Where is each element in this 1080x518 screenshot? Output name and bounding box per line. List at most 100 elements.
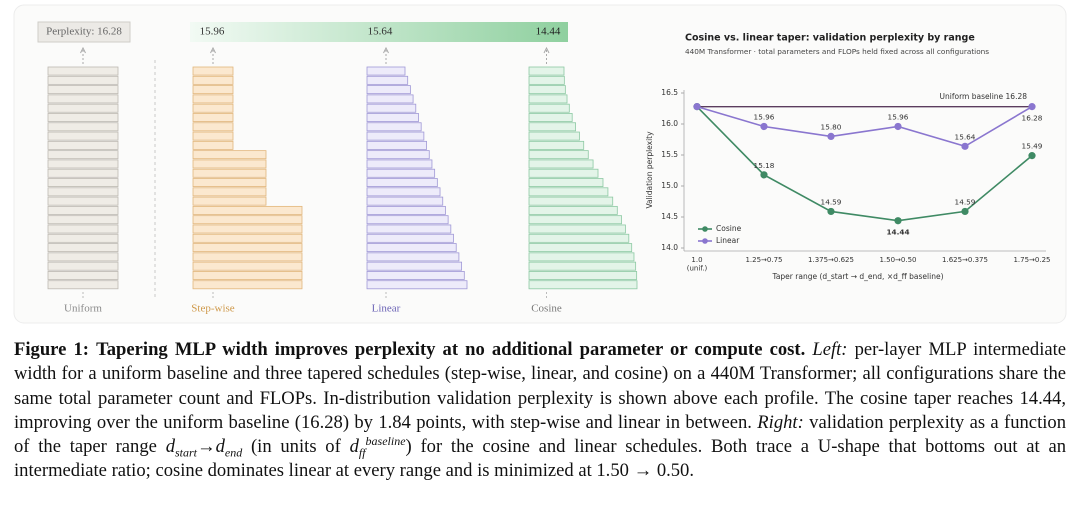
math-d: d bbox=[165, 436, 175, 458]
layer-bar bbox=[528, 252, 635, 262]
layer-bar bbox=[47, 215, 119, 225]
profile-label: Linear bbox=[372, 303, 401, 315]
value-label: 16.28 bbox=[1022, 114, 1043, 123]
layer-bar bbox=[366, 113, 419, 122]
layer-bar bbox=[47, 150, 119, 160]
caption-text: per-layer MLP intermediate width for a u… bbox=[14, 339, 1067, 433]
series-line bbox=[696, 105, 1033, 148]
point bbox=[894, 217, 902, 225]
caption-right-tag: Right: bbox=[757, 411, 804, 433]
layer-bar bbox=[366, 233, 454, 243]
layer-bar bbox=[528, 271, 638, 280]
math-d: d bbox=[215, 436, 225, 458]
chart: Cosine vs. linear taper: validation perp… bbox=[645, 33, 1051, 282]
x-tick-label: 1.0 (unif.) bbox=[687, 256, 708, 272]
layer-bar bbox=[47, 178, 119, 187]
layer-bar bbox=[47, 85, 119, 95]
layer-bar bbox=[528, 187, 609, 197]
point bbox=[1028, 152, 1036, 160]
layer-bar bbox=[366, 150, 430, 160]
layer-bar bbox=[47, 280, 119, 290]
layer-bar bbox=[528, 233, 630, 243]
layer-bar bbox=[366, 168, 436, 178]
legend-marker bbox=[702, 238, 708, 244]
layer-bar bbox=[366, 261, 463, 271]
layer-bar bbox=[192, 103, 234, 113]
layer-bar bbox=[192, 178, 267, 187]
layer-bar bbox=[528, 94, 568, 104]
layer-bar bbox=[47, 103, 119, 113]
value-label: 15.80 bbox=[821, 122, 842, 131]
layer-bar bbox=[192, 66, 234, 76]
layer-bar bbox=[366, 243, 457, 253]
layer-bar bbox=[47, 75, 119, 85]
profile-perplexity: 15.96 bbox=[200, 26, 225, 38]
point bbox=[827, 132, 835, 140]
caption-left-tag: Left: bbox=[812, 339, 848, 360]
layer-bar bbox=[47, 224, 119, 234]
layer-bar bbox=[192, 215, 303, 225]
layer-bar bbox=[192, 271, 303, 280]
math-d: d bbox=[349, 436, 359, 458]
legend-marker bbox=[702, 226, 708, 232]
y-axis-label: Validation perplexity bbox=[645, 131, 654, 209]
layer-bar bbox=[192, 261, 303, 271]
y-tick-label: 14.5 bbox=[661, 212, 678, 221]
layer-bar bbox=[192, 280, 303, 290]
layer-bar bbox=[47, 140, 119, 150]
layer-bar bbox=[192, 150, 267, 160]
x-tick-label: 1.50→0.50 bbox=[879, 256, 916, 264]
x-tick-label: 1.75→0.25 bbox=[1013, 256, 1050, 264]
arrow-head bbox=[383, 46, 389, 54]
caption-text: (in units of bbox=[250, 436, 341, 458]
point bbox=[693, 103, 701, 111]
profile-label: Cosine bbox=[531, 303, 562, 315]
layer-bar bbox=[192, 113, 234, 122]
math: dstart→dend bbox=[165, 436, 243, 460]
point bbox=[961, 207, 969, 216]
layer-bar bbox=[528, 168, 599, 178]
layer-bar bbox=[192, 187, 267, 197]
layer-bar bbox=[366, 187, 441, 197]
layer-bar bbox=[366, 178, 438, 187]
y-tick-label: 14.0 bbox=[661, 243, 678, 252]
layer-bar bbox=[366, 85, 411, 95]
layer-bar bbox=[528, 243, 633, 253]
layer-bar bbox=[47, 94, 119, 104]
layer-bar bbox=[528, 196, 614, 206]
layer-bar bbox=[192, 168, 267, 178]
layer-bar bbox=[366, 66, 406, 76]
layer-bar bbox=[47, 159, 119, 169]
y-tick-label: 16.0 bbox=[661, 119, 678, 128]
series-line bbox=[696, 106, 1033, 222]
value-label: 15.96 bbox=[754, 112, 775, 121]
value-label: 15.49 bbox=[1022, 142, 1043, 151]
layer-bar bbox=[528, 224, 626, 234]
math-arrow: → bbox=[197, 436, 216, 458]
math-sub: end bbox=[224, 445, 243, 460]
value-label: 15.64 bbox=[955, 132, 976, 141]
math-sup: baseline bbox=[365, 434, 406, 448]
caption-text: ) for the cosine and linear schedules. B… bbox=[14, 436, 1067, 482]
profile-perplexity: Perplexity: 16.28 bbox=[46, 26, 122, 38]
layer-bar bbox=[366, 252, 460, 262]
layer-bar bbox=[528, 85, 566, 95]
baseline-label: Uniform baseline 16.28 bbox=[940, 92, 1028, 101]
layer-bar bbox=[528, 280, 638, 290]
layer-bar bbox=[192, 140, 234, 150]
layer-bar bbox=[528, 103, 570, 113]
layer-bar bbox=[528, 159, 594, 169]
layer-bar bbox=[192, 252, 303, 262]
arrow-head bbox=[210, 46, 216, 54]
math-sub: ff bbox=[358, 445, 366, 460]
profile-label: Uniform bbox=[64, 303, 102, 315]
math-sub: start bbox=[174, 445, 197, 460]
x-axis-label: Taper range (d_start → d_end, ×d_ff base… bbox=[771, 272, 943, 281]
layer-bar bbox=[528, 215, 622, 225]
layer-bar bbox=[366, 131, 425, 141]
layer-bar bbox=[366, 75, 409, 85]
arrow-head bbox=[543, 46, 550, 54]
profiles: Uniform Perplexity: 16.28 Step-wise 15.96 Li… bbox=[46, 26, 638, 315]
layer-bar bbox=[47, 168, 119, 178]
